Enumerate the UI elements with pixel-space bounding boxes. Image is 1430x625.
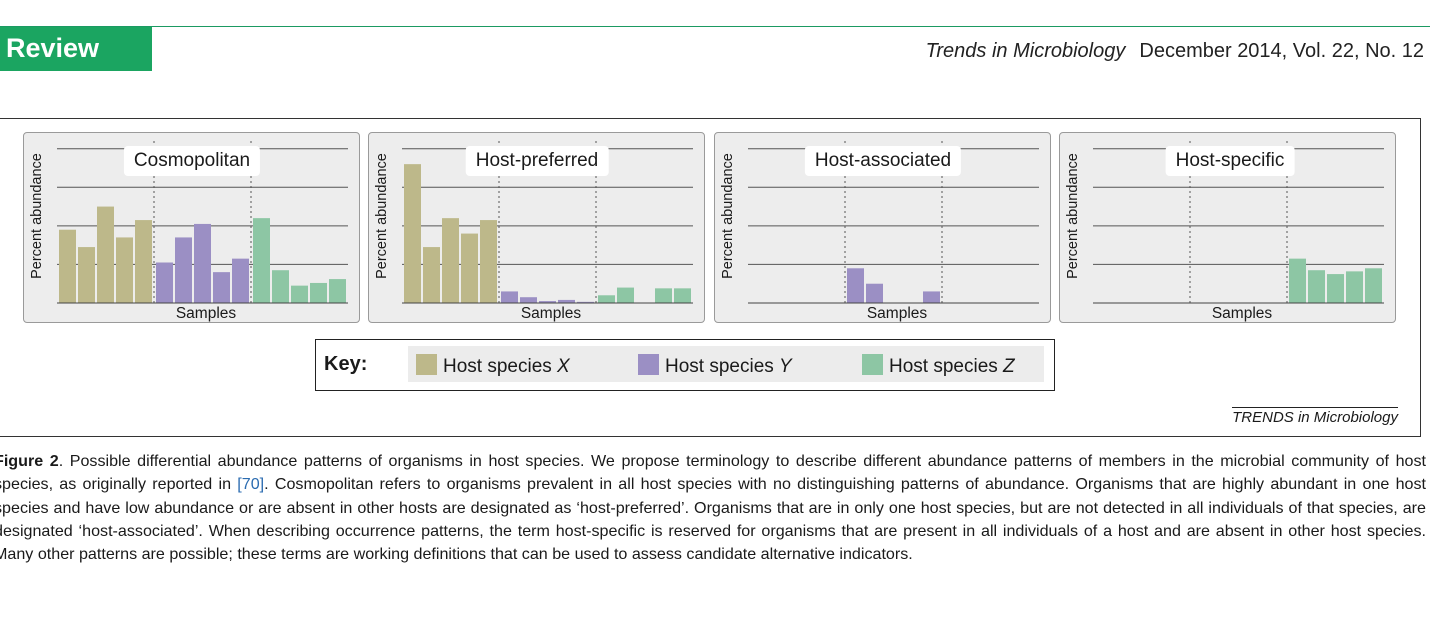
panel-title: Host-associated (804, 146, 962, 176)
bar (461, 233, 478, 303)
x-axis-label: Samples (1211, 305, 1273, 322)
panel-title: Host-specific (1165, 146, 1295, 176)
bar (156, 262, 173, 303)
caption-label: Figure 2 (0, 452, 59, 470)
chart-svg (402, 141, 693, 304)
header-rule (0, 26, 1430, 27)
bar (116, 237, 133, 303)
bar (1346, 271, 1363, 303)
bar (97, 206, 114, 303)
bar (272, 270, 289, 303)
bar (1289, 258, 1306, 303)
legend-swatch (862, 354, 883, 375)
legend-letter: Z (1003, 356, 1015, 377)
legend-title: Key: (324, 353, 368, 375)
bar (617, 287, 634, 303)
bar (539, 301, 556, 303)
legend-item-host-z: Host species Z (862, 354, 1015, 378)
legend-label: Host species (665, 356, 780, 377)
bar (598, 295, 615, 303)
bar (253, 218, 270, 303)
reference-link[interactable]: [70] (237, 475, 265, 494)
x-axis-label: Samples (175, 305, 237, 322)
legend-label: Host species (443, 356, 558, 377)
figure-credit: TRENDS in Microbiology (1232, 407, 1398, 426)
bar (655, 288, 672, 303)
section-badge: Review (0, 27, 152, 71)
caption-text: . Possible differential abundance patter… (0, 452, 1426, 494)
bar (866, 283, 883, 303)
bar (59, 229, 76, 303)
bar (232, 258, 249, 303)
panel-title: Cosmopolitan (123, 146, 261, 176)
bar (310, 282, 327, 303)
legend-item-host-x: Host species X (416, 354, 570, 378)
x-axis-label: Samples (520, 305, 582, 322)
y-axis-label: Percent abundance (720, 153, 736, 279)
bar (923, 291, 940, 303)
y-axis-label: Percent abundance (374, 153, 390, 279)
bar (480, 220, 497, 303)
journal-issue: December 2014, Vol. 22, No. 12 (1139, 40, 1424, 62)
panel-cosmopolitan: Cosmopolitan Percent abundance Samples (23, 132, 360, 323)
bar (423, 247, 440, 303)
legend-item-host-y: Host species Y (638, 354, 792, 378)
legend-label: Host species (889, 356, 1004, 377)
legend-swatch (416, 354, 437, 375)
bar (291, 285, 308, 303)
bar (558, 299, 575, 303)
legend-letter: X (557, 356, 570, 377)
bar (442, 218, 459, 303)
journal-citation: Trends in Microbiology December 2014, Vol… (926, 40, 1424, 63)
bar (194, 223, 211, 303)
bar (1308, 270, 1325, 303)
panel-host-associated: Host-associated Percent abundance Sample… (714, 132, 1051, 323)
legend-letter: Y (779, 356, 792, 377)
y-axis-label: Percent abundance (29, 153, 45, 279)
bar (577, 301, 594, 303)
bar (404, 164, 421, 303)
figure-frame (0, 118, 1421, 437)
legend-swatch (638, 354, 659, 375)
bar (847, 268, 864, 303)
bar (1327, 274, 1344, 303)
legend: Key: Host species X Host species Y Host … (315, 339, 1055, 391)
bar (135, 220, 152, 303)
panel-host-preferred: Host-preferred Percent abundance Samples (368, 132, 705, 323)
bar (520, 297, 537, 303)
y-axis-label: Percent abundance (1065, 153, 1081, 279)
bar (674, 288, 691, 303)
bar (501, 291, 518, 303)
chart-svg (748, 141, 1039, 304)
bar (1365, 268, 1382, 303)
panel-title: Host-preferred (465, 146, 609, 176)
legend-items: Host species X Host species Y Host speci… (408, 346, 1044, 382)
x-axis-label: Samples (866, 305, 928, 322)
journal-name: Trends in Microbiology (925, 40, 1126, 62)
bar (175, 237, 192, 303)
caption-text: . Cosmopolitan refers to organisms preva… (0, 475, 1427, 564)
figure-caption: Figure 2. Possible differential abundanc… (0, 450, 1426, 566)
panel-host-specific: Host-specific Percent abundance Samples (1059, 132, 1396, 323)
bar (329, 279, 346, 303)
bar (78, 247, 95, 303)
bar (213, 272, 230, 303)
